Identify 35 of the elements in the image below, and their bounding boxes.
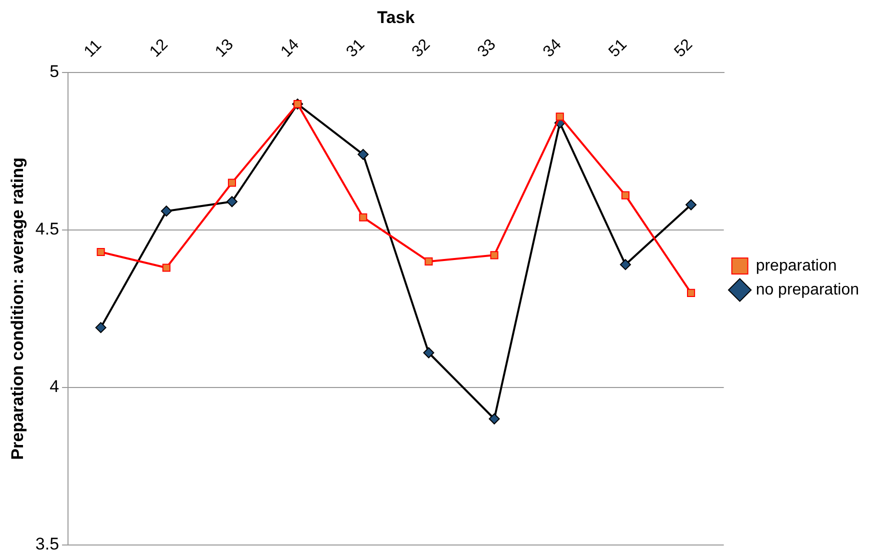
point	[423, 347, 434, 358]
point	[621, 191, 630, 200]
legend-label: preparation	[756, 257, 837, 274]
point	[160, 206, 172, 217]
point	[488, 413, 500, 424]
x-tick-label: 34	[540, 36, 565, 61]
y-axis-title: Preparation condition: average rating	[8, 158, 27, 460]
y-tick-label: 5	[50, 62, 60, 82]
point	[686, 199, 697, 210]
point	[424, 257, 433, 266]
x-tick-label: 14	[278, 36, 303, 61]
x-tick-label: 33	[474, 36, 500, 61]
point	[228, 178, 236, 187]
x-tick-label: 13	[212, 36, 237, 61]
y-tick-label: 4.5	[35, 220, 60, 239]
x-tick-label: 32	[409, 36, 434, 61]
y-tick-label: 4	[50, 377, 60, 396]
point	[95, 322, 106, 334]
x-tick-label: 31	[343, 36, 368, 61]
x-tick-label: 51	[606, 36, 630, 61]
point	[556, 112, 564, 121]
point	[686, 288, 696, 297]
point	[226, 196, 238, 208]
point	[620, 259, 631, 270]
point	[96, 248, 105, 256]
x-axis-title: Task	[377, 8, 416, 27]
legend-label: no preparation	[756, 281, 859, 298]
point	[358, 148, 369, 160]
point	[490, 251, 498, 260]
x-tick-label: 12	[146, 36, 172, 61]
point	[162, 264, 170, 272]
point	[359, 213, 368, 222]
x-tick-label: 52	[671, 36, 696, 61]
y-tick-label: 3.5	[35, 534, 60, 554]
x-tick-label: 11	[81, 36, 106, 61]
